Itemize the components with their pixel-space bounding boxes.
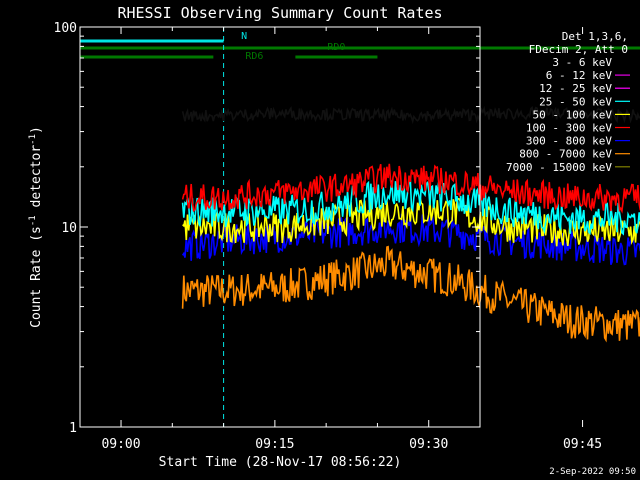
y-tick-label: 1 (69, 421, 77, 436)
x-axis-label: Start Time (28-Nov-17 08:56:22) (159, 455, 402, 470)
y-tick-label: 100 (54, 21, 77, 36)
legend-label: 300 - 800 keV (526, 135, 612, 148)
flag-label-rd6: RD6 (245, 51, 263, 62)
x-tick-label: 09:45 (563, 437, 602, 452)
chart-title: RHESSI Observing Summary Count Rates (117, 4, 442, 22)
x-tick-label: 09:00 (101, 437, 140, 452)
legend-label: 50 - 100 keV (533, 108, 613, 121)
legend-label: 100 - 300 keV (526, 122, 612, 135)
legend-header: FDecim 2, Att 0 (529, 43, 628, 56)
series-layer (181, 105, 640, 343)
flag-label-rd0: RD0 (327, 42, 345, 53)
footer-date: 2-Sep-2022 09:50 (549, 467, 636, 477)
legend-label: 12 - 25 keV (539, 82, 612, 95)
x-tick-label: 09:30 (409, 437, 448, 452)
y-axis-label-base: Count Rate (s (29, 226, 44, 328)
x-tick-label: 09:15 (255, 437, 294, 452)
series-line-100-300-kev (181, 163, 640, 214)
legend-header: Det 1,3,6, (562, 30, 628, 43)
legend-label: 7000 - 15000 keV (506, 161, 612, 174)
series-line-800-7000-kev (181, 245, 640, 343)
y-axis-label-end: ) (29, 126, 44, 134)
series-line-3-6-kev (181, 105, 640, 125)
legend-label: 3 - 6 keV (552, 56, 612, 69)
series-line-25-50-kev (181, 178, 640, 236)
y-axis-label-sup1: -1 (28, 215, 38, 226)
flag-bars: N RD0 RD6 (80, 31, 640, 62)
y-axis-label: Count Rate (s-1 detector-1) (28, 126, 44, 328)
legend-label: 800 - 7000 keV (519, 148, 612, 161)
y-axis-label-mid: detector (29, 145, 44, 216)
series-line-50-100-kev (182, 197, 640, 247)
y-axis-ticks: 1 10 100 (54, 21, 480, 436)
y-axis-label-sup2: -1 (28, 134, 38, 145)
legend-label: 6 - 12 keV (546, 69, 613, 82)
y-tick-label: 10 (61, 221, 77, 236)
legend-label: 25 - 50 keV (539, 95, 612, 108)
flag-label-n: N (241, 31, 247, 42)
